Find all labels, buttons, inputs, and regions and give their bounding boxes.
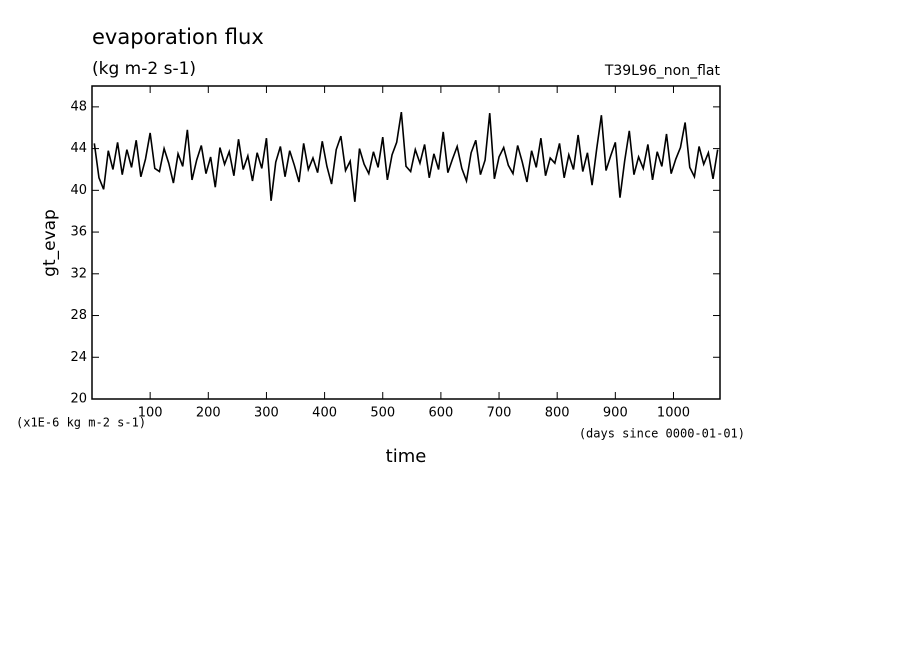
- chart-title: evaporation flux: [92, 25, 264, 49]
- y-tick-label: 48: [70, 99, 87, 114]
- x-tick-label: 300: [254, 406, 279, 421]
- x-tick-label: 100: [138, 406, 163, 421]
- x-tick-label: 200: [196, 406, 221, 421]
- chart-subtitle: (kg m-2 s-1): [92, 59, 196, 79]
- y-axis-label: gt_evap: [40, 209, 60, 277]
- x-tick-label: 800: [545, 406, 570, 421]
- x-tick-label: 1000: [657, 406, 690, 421]
- x-tick-label: 400: [312, 406, 337, 421]
- x-tick-label: 500: [370, 406, 395, 421]
- y-unit-label: (x1E-6 kg m-2 s-1): [16, 416, 146, 430]
- y-tick-label: 44: [70, 141, 87, 156]
- y-tick-label: 36: [70, 225, 87, 240]
- y-tick-label: 32: [70, 266, 87, 281]
- x-unit-label: (days since 0000-01-01): [579, 427, 745, 441]
- x-tick-label: 900: [603, 406, 628, 421]
- y-tick-label: 28: [70, 308, 87, 323]
- y-tick-label: 24: [70, 350, 87, 365]
- plot-frame: [91, 85, 721, 400]
- x-axis-label: time: [386, 446, 427, 467]
- y-tick-label: 20: [70, 392, 87, 407]
- y-tick-label: 40: [70, 183, 87, 198]
- data-line: [93, 111, 719, 202]
- x-tick-label: 600: [428, 406, 453, 421]
- x-tick-label: 700: [487, 406, 512, 421]
- experiment-label: T39L96_non_flat: [604, 63, 721, 79]
